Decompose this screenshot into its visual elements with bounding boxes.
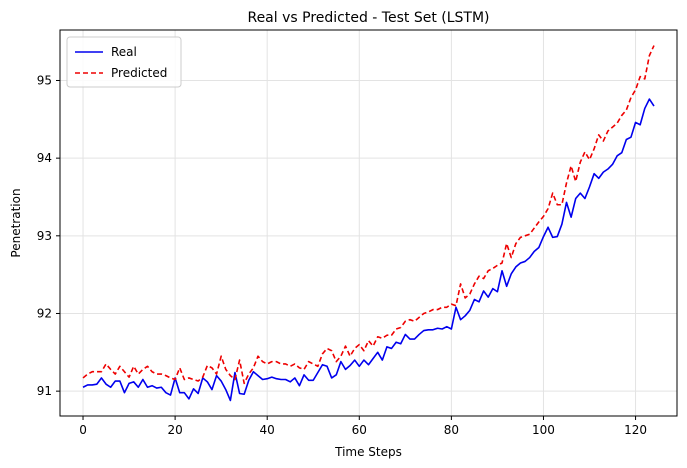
y-tick-label: 95 — [37, 73, 52, 87]
x-tick-label: 60 — [352, 423, 367, 437]
y-tick-label: 92 — [37, 306, 52, 320]
legend-box — [66, 36, 182, 88]
y-tick-label: 94 — [37, 151, 52, 165]
x-tick-label: 80 — [444, 423, 459, 437]
series-layer — [82, 45, 655, 402]
legend-label-real: Real — [111, 45, 137, 59]
x-tick-label: 0 — [79, 423, 87, 437]
y-tick-label: 93 — [37, 229, 52, 243]
x-tick-label: 100 — [532, 423, 555, 437]
chart-title: Real vs Predicted - Test Set (LSTM) — [247, 10, 489, 26]
series-line-real — [82, 98, 655, 402]
x-tick-label: 20 — [167, 423, 182, 437]
legend-label-predicted: Predicted — [111, 66, 167, 80]
ticks: 0 20 40 60 80 100 120 91 92 93 94 95 — [37, 73, 647, 437]
legend: Real Predicted — [66, 36, 182, 88]
x-tick-label: 40 — [260, 423, 275, 437]
plot-frame — [59, 29, 678, 417]
y-tick-label: 91 — [37, 384, 52, 398]
x-axis-label: Time Steps — [334, 445, 402, 459]
series-line-predicted — [82, 45, 655, 385]
y-axis-label: Penetration — [9, 188, 23, 257]
x-tick-label: 120 — [624, 423, 647, 437]
grid — [60, 30, 677, 416]
